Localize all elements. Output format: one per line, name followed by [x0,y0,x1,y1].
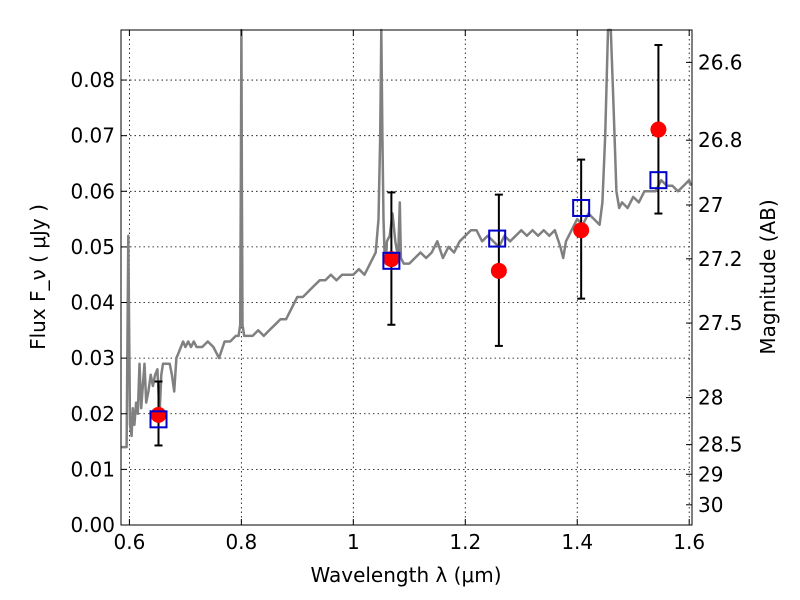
y-tick-label: 0.03 [70,346,115,370]
x-tick-label: 0.6 [113,530,145,554]
model-photometry-point [149,410,168,429]
observed-point [573,222,590,239]
x-tick-label: 0.8 [225,530,257,554]
magnitude-tick-label: 28.5 [698,433,743,457]
x-axis-label: Wavelength λ (μm) [310,563,501,587]
magnitude-tick-label: 26.6 [698,50,743,74]
observed-point [150,406,167,423]
observed-point [490,262,507,279]
y-tick-label: 0.04 [70,291,115,315]
y-axis-ticks: 0.00 0.01 0.02 0.03 0.04 0.05 0.06 0.07 0.08 [70,68,127,537]
y-tick-label: 0.01 [70,457,115,481]
x-tick-label: 1 [347,530,360,554]
magnitude-tick-label: 29 [698,462,723,486]
magnitude-tick-label: 26.8 [698,128,743,152]
observed-point [650,121,667,138]
right-axis-label: Magnitude (AB) [756,199,780,354]
x-tick-label: 1.6 [673,530,705,554]
error-bars-layer [154,44,663,447]
model-photometry-point [488,229,507,248]
magnitude-tick-label: 27 [698,193,723,217]
model-photometry-point [649,171,668,190]
y-tick-label: 0.06 [70,179,115,203]
model-spectrum-layer [121,28,693,449]
y-axis-label: Flux F_ν ( μJy ) [26,204,50,350]
model-photometry-point [572,198,591,217]
magnitude-axis-ticks: 26.6 26.8 27 27.2 27.5 28 28.5 29 30 [686,50,743,517]
model-photometry-layer [149,171,668,429]
x-tick-label: 1.4 [561,530,593,554]
x-tick-label: 1.2 [449,530,481,554]
y-tick-label: 0.08 [70,68,115,92]
y-tick-label: 0.02 [70,402,115,426]
observed-points-layer [150,121,667,423]
y-tick-label: 0.05 [70,235,115,259]
observed-point [383,251,400,268]
plot-frame [120,29,693,526]
y-tick-label: 0.07 [70,124,115,148]
model-spectrum-line [121,28,693,449]
y-tick-label: 0.00 [70,513,115,537]
model-photometry-point [382,251,401,270]
magnitude-tick-label: 27.5 [698,311,743,335]
magnitude-tick-label: 30 [698,493,723,517]
magnitude-tick-label: 27.2 [698,247,743,271]
magnitude-tick-label: 28 [698,386,723,410]
x-axis-ticks: 0.6 0.8 1 1.2 1.4 1.6 [113,30,705,554]
